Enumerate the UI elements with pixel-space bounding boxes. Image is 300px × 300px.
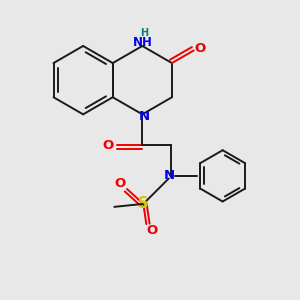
Text: S: S: [138, 196, 148, 211]
Text: O: O: [195, 42, 206, 56]
Text: NH: NH: [132, 36, 152, 49]
Text: O: O: [103, 139, 114, 152]
Text: H: H: [140, 28, 148, 38]
Text: N: N: [138, 110, 149, 123]
Text: O: O: [146, 224, 157, 237]
Text: N: N: [164, 169, 175, 182]
Text: O: O: [115, 177, 126, 190]
